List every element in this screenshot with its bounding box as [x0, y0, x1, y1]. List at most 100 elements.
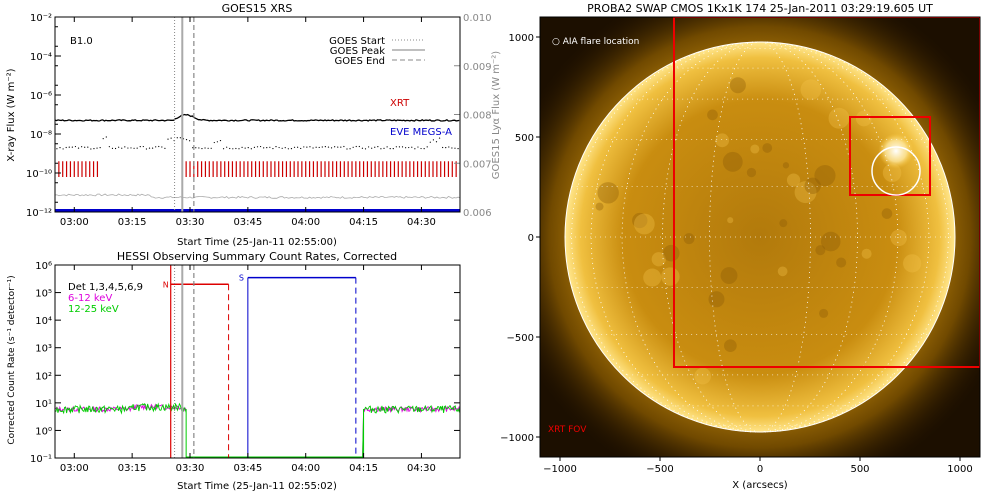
goes-legend-end: GOES End: [335, 56, 385, 67]
goes-xray-short-point: [213, 141, 215, 144]
goes-xray-short-point: [96, 147, 98, 149]
swap-xtick-label: 1000: [947, 464, 972, 475]
swap-surface-feature: [683, 233, 695, 245]
goes-xray-short-point: [108, 146, 110, 148]
goes-xray-short-point: [161, 146, 163, 148]
hessi-plot-area: [55, 265, 460, 458]
goes-xray-short-point: [346, 148, 348, 150]
goes-xtick-label: 03:15: [118, 217, 147, 228]
aia-flare-circle: [871, 146, 921, 196]
swap-ytick-label: 0: [528, 233, 534, 244]
xrt-fov-box: [673, 17, 980, 368]
swap-xlabel: X (arcsecs): [732, 480, 788, 491]
swap-longitude-line: [662, 41, 858, 433]
goes-xray-short-point: [244, 147, 246, 149]
swap-xtick-label: −1000: [543, 464, 577, 475]
swap-image: [540, 17, 980, 457]
swap-surface-feature: [820, 231, 841, 252]
goes-xray-short-point: [192, 147, 194, 149]
goes-ytick-label: 10⁻⁸: [30, 130, 52, 141]
swap-longitude-line: [709, 41, 811, 433]
goes-xray-short-point: [71, 146, 73, 148]
goes-xray-short-point: [383, 147, 385, 149]
goes-xray-short-point: [90, 148, 92, 150]
goes-xray-short-point: [62, 148, 64, 150]
goes-ytick-label: 10⁻⁴: [30, 52, 52, 63]
goes-xray-short-point: [389, 148, 391, 150]
goes-xray-short-point: [74, 145, 77, 148]
goes-xray-short-point: [284, 147, 286, 149]
goes-xray-short-point: [454, 147, 456, 149]
goes-xray-short-point: [198, 147, 200, 149]
swap-surface-feature: [815, 245, 826, 256]
hessi-ytick-label: 10⁶: [35, 261, 52, 272]
hessi-xtick-label: 03:30: [176, 463, 205, 474]
goes-xray-short-point: [145, 148, 148, 150]
swap-aia-legend: ○ AIA flare location: [552, 37, 639, 47]
goes-xray-short-point: [127, 147, 129, 149]
goes-legend: GOES Start GOES Peak GOES End: [329, 36, 425, 67]
swap-ytick-label: 1000: [509, 33, 534, 44]
goes-xray-short-point: [358, 145, 360, 148]
goes-xray-short-point: [426, 146, 428, 148]
goes-xray-short-point: [324, 146, 326, 148]
swap-xrt-fov-label: XRT FOV: [548, 425, 587, 435]
goes-xray-short-point: [222, 148, 225, 150]
goes-xray-short-point: [118, 146, 120, 148]
goes-xray-short-point: [367, 146, 370, 148]
goes-xray-short-point: [189, 140, 191, 142]
goes-xray-short-point: [185, 139, 188, 141]
goes-xray-short-point: [256, 146, 259, 148]
goes-xray-short-point: [84, 146, 86, 148]
hessi-ytick-label: 10⁰: [35, 426, 52, 437]
goes-xray-short-point: [321, 146, 323, 148]
hessi-ytick-label: 10³: [35, 344, 52, 355]
goes-xray-short-point: [281, 147, 283, 149]
goes-xray-short-point: [93, 148, 95, 150]
goes-xray-short-point: [121, 147, 123, 149]
goes-ytick-right-label: 0.009: [463, 62, 492, 73]
goes-xrt-label: XRT: [390, 98, 410, 109]
swap-surface-feature: [881, 208, 893, 219]
goes-xray-short-point: [411, 146, 413, 148]
goes-xray-short-point: [179, 137, 181, 139]
hessi-legend-high: 12-25 keV: [68, 304, 119, 315]
swap-surface-feature: [779, 219, 788, 228]
goes-xray-short-point: [247, 147, 249, 149]
goes-xray-short-point: [401, 146, 404, 148]
swap-surface-feature: [782, 162, 790, 169]
swap-surface-feature: [595, 202, 604, 211]
goes-xray-short-point: [210, 147, 212, 149]
swap-surface-feature: [722, 151, 743, 172]
goes-xray-short-point: [148, 147, 151, 149]
goes-ylabel-right: GOES15 Lyα Flux (W m⁻²): [491, 51, 502, 179]
goes-xray-short-point: [303, 146, 305, 148]
goes-frame: [54, 16, 461, 213]
swap-surface-feature: [651, 252, 666, 267]
goes-xray-short-point: [330, 147, 333, 149]
swap-surface-feature: [661, 267, 680, 286]
goes-xray-short-point: [176, 137, 178, 139]
goes-xray-short-point: [414, 148, 416, 150]
hessi-panel: HESSI Observing Summary Count Rates, Cor…: [7, 250, 461, 492]
goes-xray-short-point: [380, 148, 382, 150]
swap-xtick-label: 500: [850, 464, 869, 475]
swap-xtick-label: −500: [646, 464, 673, 475]
goes-ylabel: X-ray Flux (W m⁻²): [6, 68, 17, 161]
swap-surface-feature: [750, 144, 760, 154]
goes-ytick-label: 10⁻¹⁰: [26, 169, 52, 180]
goes-ytick-label: 10⁻⁶: [30, 91, 52, 102]
goes-xray-short-point: [56, 148, 58, 150]
swap-flare-brightening: [878, 133, 914, 169]
goes-xray-short-point: [250, 148, 252, 150]
swap-aia-legend-text: AIA flare location: [563, 37, 640, 47]
goes-xray-short-point: [195, 147, 197, 149]
goes-xlabel: Start Time (25-Jan-11 02:55:00): [177, 237, 337, 248]
goes-xray-short-point: [318, 146, 320, 149]
goes-ytick-label: 10⁻²: [30, 13, 52, 24]
goes-eve-label: EVE MEGS-A: [390, 127, 452, 138]
goes-xray-short-point: [355, 145, 357, 148]
swap-title: PROBA2 SWAP CMOS 1Kx1K 174 25-Jan-2011 0…: [587, 2, 933, 15]
goes-xray-short-point: [235, 147, 237, 150]
